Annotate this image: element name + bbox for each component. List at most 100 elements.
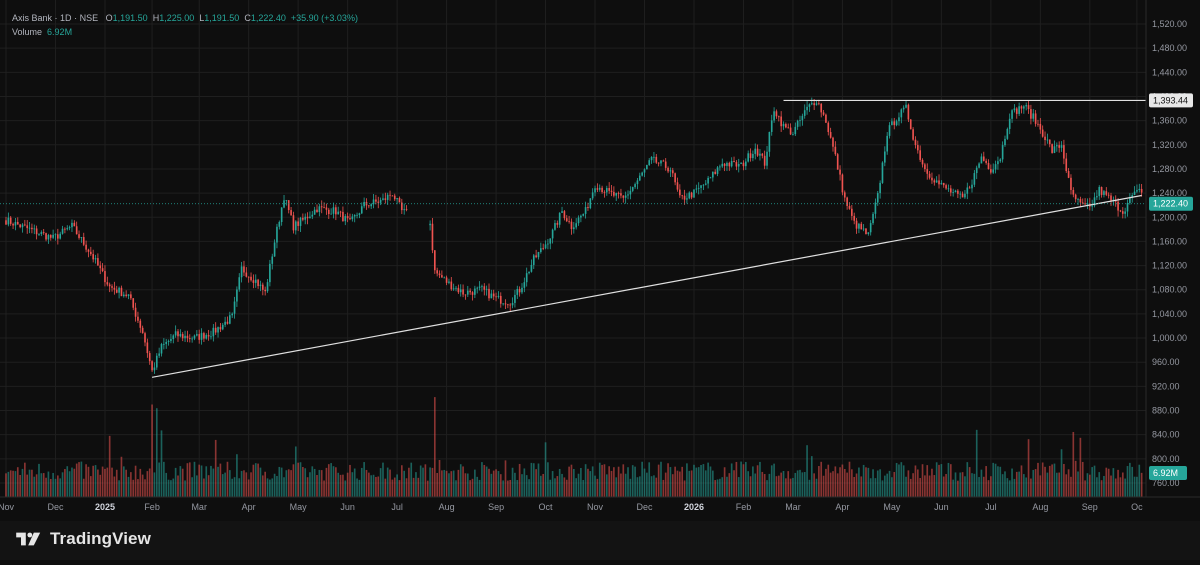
volume-bar <box>860 476 863 497</box>
candle-body <box>384 198 387 200</box>
volume-bar <box>1126 466 1129 497</box>
candle-body <box>638 175 641 181</box>
x-tick-label: Sep <box>1082 502 1098 512</box>
volume-bar <box>1140 472 1143 497</box>
time-axis[interactable]: Nov Dec 2025 Feb Mar Apr May Jun Jul Aug Sep Oct Nov… <box>0 0 1200 521</box>
volume-bar <box>535 469 537 497</box>
volume-bar <box>287 469 290 497</box>
candle-body <box>1067 171 1070 178</box>
volume-bar <box>196 475 198 497</box>
candle-body <box>488 288 490 299</box>
candle-body <box>1117 201 1119 211</box>
y-tick-label: 1,160.00 <box>1152 236 1187 246</box>
candle-body <box>789 127 792 135</box>
candle-body <box>356 214 358 216</box>
volume-bar <box>405 478 408 497</box>
candle-body <box>1030 109 1032 119</box>
candle-body <box>455 287 457 289</box>
tradingview-logo[interactable]: TradingView <box>14 528 151 550</box>
price-axis[interactable]: 1,520.001,480.001,440.001,400.001,360.00… <box>1146 0 1200 497</box>
volume-bar <box>829 472 832 497</box>
candle-body <box>660 160 662 164</box>
volume-bar <box>1121 472 1124 497</box>
candle-body <box>38 234 40 235</box>
candle-body <box>14 221 17 226</box>
y-tick-label: 960.00 <box>1152 357 1180 367</box>
candle-body <box>459 289 462 293</box>
volume-bar <box>417 477 420 497</box>
y-tick-label: 1,360.00 <box>1152 116 1187 126</box>
volume-bar <box>61 472 64 497</box>
close-label: C <box>244 13 251 23</box>
volume-bar <box>686 463 688 497</box>
volume-bar <box>987 480 990 497</box>
volume-bar <box>382 462 384 497</box>
candle-body <box>1136 190 1138 192</box>
volume-bar <box>398 480 401 497</box>
volume-bar <box>1018 471 1020 497</box>
volume-bar <box>490 473 493 497</box>
volume-bar <box>629 478 632 497</box>
candle-body <box>382 198 384 200</box>
volume-bar <box>695 467 698 497</box>
volume-bar <box>726 476 728 497</box>
x-tick-label: Jun <box>340 502 355 512</box>
candle-body <box>431 223 434 251</box>
candle-body <box>525 273 528 283</box>
volume-bar <box>219 463 222 497</box>
volume-bar <box>1079 437 1082 497</box>
candle-body <box>523 282 526 288</box>
candle-body <box>801 115 804 121</box>
support-trendline[interactable] <box>151 194 1142 378</box>
volume-bar <box>931 468 933 497</box>
volume-bar <box>16 467 19 497</box>
candle-body <box>893 121 896 126</box>
volume-bar <box>792 477 794 497</box>
interval-label[interactable]: 1D <box>60 13 72 23</box>
volume-bar <box>558 468 561 497</box>
candle-body <box>620 193 622 196</box>
candle-body <box>35 228 38 235</box>
candle-body <box>874 202 877 214</box>
volume-bar <box>89 476 92 497</box>
volume-bar <box>763 474 766 497</box>
x-tick-label: Jul <box>985 502 997 512</box>
y-tick-label: 1,000.00 <box>1152 333 1187 343</box>
volume-bar <box>662 479 665 497</box>
candle-body <box>551 229 554 239</box>
candle-body <box>184 335 186 339</box>
candle-body <box>193 335 196 339</box>
candle-body <box>283 200 285 208</box>
candle-body <box>580 215 582 218</box>
volume-bar <box>266 478 269 497</box>
volume-bar <box>563 477 566 497</box>
candle-body <box>952 192 954 193</box>
volume-bar <box>66 466 69 497</box>
volume-bar <box>1051 464 1053 497</box>
volume-bar <box>980 469 983 497</box>
volume-bar <box>389 469 391 497</box>
volume-bar <box>370 475 373 497</box>
y-tick-label: 1,520.00 <box>1152 19 1187 29</box>
volume-bar <box>978 477 980 497</box>
volume-bar <box>1084 480 1086 497</box>
volume-bar <box>584 464 587 497</box>
volume-bar <box>1008 480 1011 497</box>
candle-body <box>254 279 257 283</box>
candle-body <box>959 193 962 195</box>
volume-bar <box>33 476 36 497</box>
volume-bar <box>391 479 394 497</box>
candle-body <box>16 221 19 225</box>
volume-bar <box>167 479 170 497</box>
volume-bar <box>332 466 335 497</box>
candle-body <box>556 223 559 225</box>
candle-body <box>532 255 535 265</box>
symbol-name[interactable]: Axis Bank <box>12 13 53 23</box>
volume-bar <box>353 468 356 497</box>
candle-body <box>97 258 99 266</box>
candle-body <box>504 303 507 305</box>
volume-bar <box>238 478 241 497</box>
candle-body <box>747 153 749 162</box>
